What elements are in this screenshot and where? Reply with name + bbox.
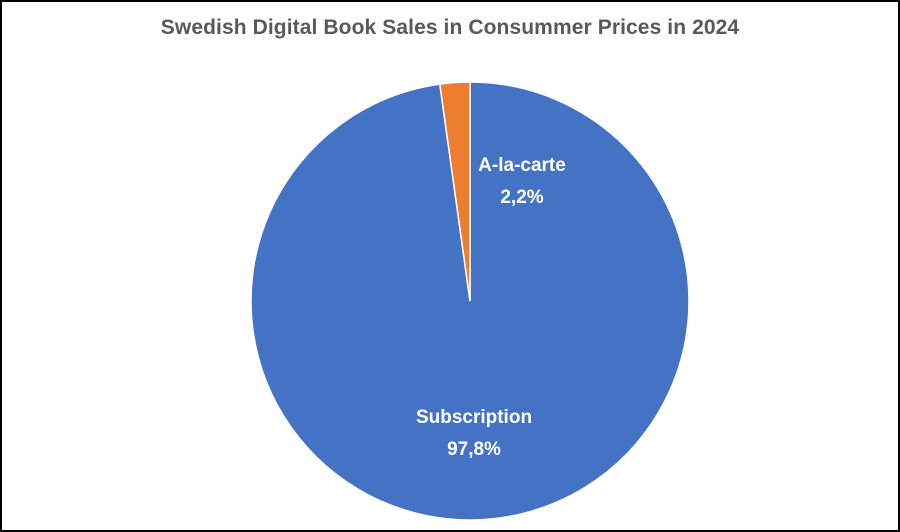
data-label-subscription-value: 97,8% [447, 439, 501, 460]
data-label-subscription-name: Subscription [416, 407, 532, 428]
chart-title: Swedish Digital Book Sales in Consummer … [160, 16, 740, 39]
data-label-a-la-carte-value: 2,2% [500, 187, 543, 208]
pie-slice-a-la-carte [438, 81, 471, 302]
data-label-a-la-carte-name: A-la-carte [478, 155, 566, 176]
pie-slices [250, 81, 690, 521]
pie-labels: Subscription 97,8% A-la-carte 2,2% [416, 155, 566, 460]
